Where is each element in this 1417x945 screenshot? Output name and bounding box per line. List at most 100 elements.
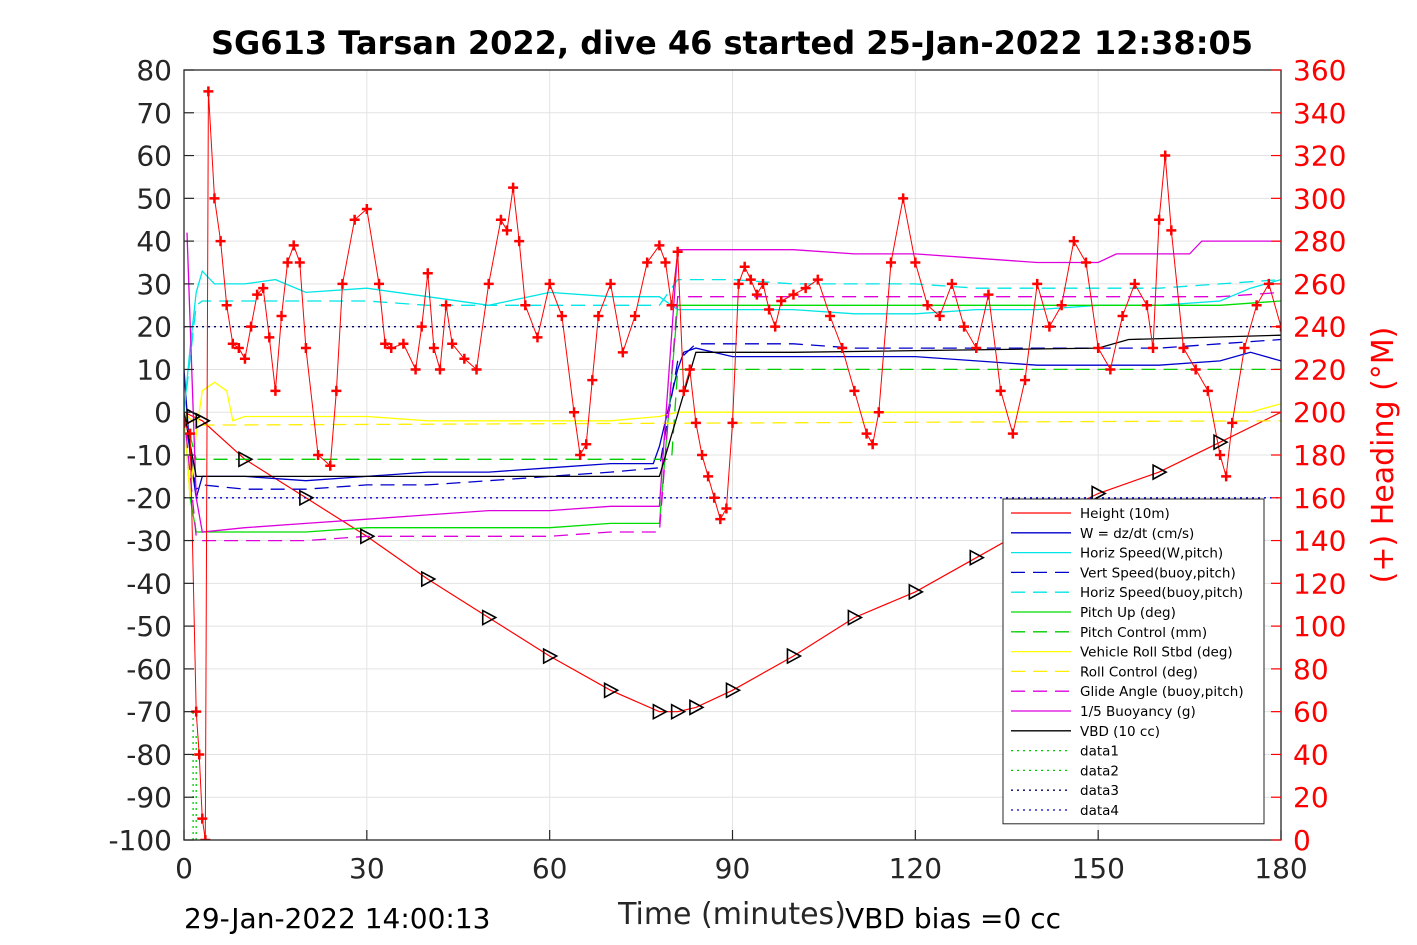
legend-label: data4 <box>1080 803 1119 819</box>
heading-marker <box>995 385 1006 396</box>
y-left-tick-label: -80 <box>126 738 172 771</box>
x-axis-label: Time (minutes) <box>617 897 846 932</box>
heading-marker <box>593 310 604 321</box>
heading-marker <box>770 321 781 332</box>
heading-marker <box>349 214 360 225</box>
heading-marker <box>1141 300 1152 311</box>
series-pitch-control-mm <box>184 368 1281 460</box>
heading-marker <box>325 460 336 471</box>
heading-marker <box>1080 257 1091 268</box>
legend-label: Horiz Speed(buoy,pitch) <box>1080 585 1243 601</box>
heading-marker <box>185 428 196 439</box>
series-horiz-speed-buoy-pitch <box>184 278 1281 413</box>
y-right-tick-label: 40 <box>1293 738 1329 771</box>
legend-label: Glide Angle (buoy,pitch) <box>1080 684 1244 700</box>
x-tick-label: 180 <box>1254 852 1307 885</box>
heading-marker <box>1056 300 1067 311</box>
height-triangle-marker <box>186 408 202 425</box>
heading-marker <box>934 310 945 321</box>
height-triangle-marker <box>689 699 705 716</box>
height-triangle-marker <box>725 681 742 699</box>
heading-marker <box>654 240 665 251</box>
series-layer <box>184 86 1281 840</box>
heading-marker <box>459 353 470 364</box>
heading-marker <box>605 278 616 289</box>
heading-marker <box>800 283 811 294</box>
legend-label: VBD (10 cc) <box>1080 724 1160 740</box>
x-tick-label: 30 <box>349 852 385 885</box>
y-right-tick-label: 320 <box>1293 140 1346 173</box>
height-triangle-marker <box>652 703 669 721</box>
y-right-tick-label: 180 <box>1293 439 1346 472</box>
heading-marker <box>556 310 567 321</box>
heading-marker <box>416 321 427 332</box>
heading-marker <box>690 417 701 428</box>
x-tick-label: 120 <box>889 852 942 885</box>
height-triangle-marker <box>603 681 620 699</box>
legend-label: Pitch Control (mm) <box>1080 625 1207 641</box>
y-left-tick-label: -90 <box>126 781 172 814</box>
heading-marker <box>380 338 391 349</box>
heading-marker <box>660 257 671 268</box>
heading-marker <box>971 343 982 354</box>
heading-marker <box>1160 150 1171 161</box>
legend-label: Vert Speed(buoy,pitch) <box>1080 565 1236 581</box>
legend-label: Pitch Up (deg) <box>1080 605 1176 621</box>
y-right-tick-label: 20 <box>1293 781 1329 814</box>
heading-marker <box>331 385 342 396</box>
heading-marker <box>1007 428 1018 439</box>
footer-date: 29-Jan-2022 14:00:13 <box>184 902 490 935</box>
heading-marker <box>434 364 445 375</box>
heading-marker <box>727 417 738 428</box>
heading-marker <box>812 274 823 285</box>
heading-marker <box>1239 343 1250 354</box>
height-triangle-marker <box>481 609 498 626</box>
y-right-tick-label: 240 <box>1293 311 1346 344</box>
series-1-5-buoyancy-g <box>186 232 1281 533</box>
legend-label: data3 <box>1080 783 1119 799</box>
y-left-tick-label: 10 <box>136 353 172 386</box>
heading-marker <box>1202 385 1213 396</box>
series-vehicle-roll-stbd-deg <box>184 381 1281 498</box>
y-right-tick-label: 280 <box>1293 225 1346 258</box>
heading-marker <box>1117 310 1128 321</box>
heading-marker <box>441 300 452 311</box>
heading-marker <box>447 338 458 349</box>
heading-marker <box>910 257 921 268</box>
heading-marker <box>849 385 860 396</box>
y-left-tick-label: -30 <box>126 525 172 558</box>
y-right-tick-label: 80 <box>1293 653 1329 686</box>
y-left-tick-label: -60 <box>126 653 172 686</box>
heading-marker <box>1044 321 1055 332</box>
heading-marker <box>751 289 762 300</box>
footer-vbd-bias: VBD bias =0 cc <box>845 902 1061 935</box>
height-triangle-marker <box>1091 485 1107 502</box>
heading-marker <box>745 274 756 285</box>
y-left-tick-label: 30 <box>136 268 172 301</box>
legend-label: data1 <box>1080 744 1119 760</box>
heading-marker <box>575 450 586 460</box>
y-left-tick-label: -50 <box>126 610 172 643</box>
heading-marker <box>264 332 275 343</box>
heading-marker <box>1032 278 1043 289</box>
heading-marker <box>1129 278 1140 289</box>
heading-marker <box>544 278 555 289</box>
heading-marker <box>776 296 787 306</box>
y-right-tick-label: 60 <box>1293 696 1329 729</box>
heading-marker <box>703 471 714 482</box>
heading-marker <box>532 332 543 343</box>
heading-marker <box>270 385 281 396</box>
heading-marker <box>1251 300 1262 311</box>
series-clip-group <box>184 86 1281 840</box>
x-tick-label: 0 <box>175 852 193 885</box>
y-left-tick-label: -10 <box>126 439 172 472</box>
heading-marker <box>1227 417 1238 428</box>
legend-label: W = dz/dt (cm/s) <box>1080 526 1194 542</box>
ticks: 0 30 60 90 120 150 18080706050403020100-10-20-… <box>108 54 1346 885</box>
heading-marker <box>1221 471 1232 482</box>
series-roll-control-deg <box>184 411 1281 426</box>
heading-marker <box>313 450 324 460</box>
height-triangle-marker <box>195 412 211 430</box>
heading-marker <box>715 514 726 525</box>
